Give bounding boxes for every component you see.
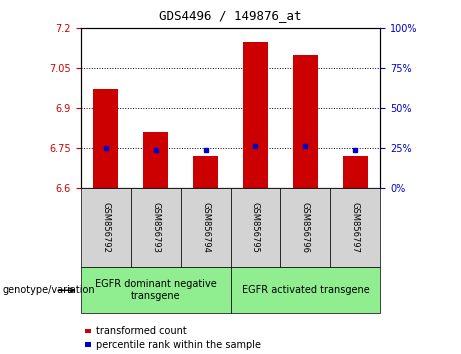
Bar [93, 89, 118, 188]
Text: GSM856795: GSM856795 [251, 202, 260, 253]
Text: GSM856797: GSM856797 [351, 202, 360, 253]
Text: GSM856792: GSM856792 [101, 202, 110, 253]
Text: GDS4496 / 149876_at: GDS4496 / 149876_at [159, 9, 302, 22]
Bar [343, 156, 368, 188]
Text: percentile rank within the sample: percentile rank within the sample [96, 339, 261, 350]
Bar [193, 156, 218, 188]
Text: transformed count: transformed count [96, 326, 187, 336]
Bar [243, 41, 268, 188]
Text: genotype/variation: genotype/variation [2, 285, 95, 295]
Bar [143, 132, 168, 188]
Text: GSM856796: GSM856796 [301, 202, 310, 253]
Text: EGFR activated transgene: EGFR activated transgene [242, 285, 369, 295]
Bar [293, 55, 318, 188]
Text: GSM856794: GSM856794 [201, 202, 210, 253]
Text: GSM856793: GSM856793 [151, 202, 160, 253]
Text: EGFR dominant negative
transgene: EGFR dominant negative transgene [95, 279, 217, 301]
